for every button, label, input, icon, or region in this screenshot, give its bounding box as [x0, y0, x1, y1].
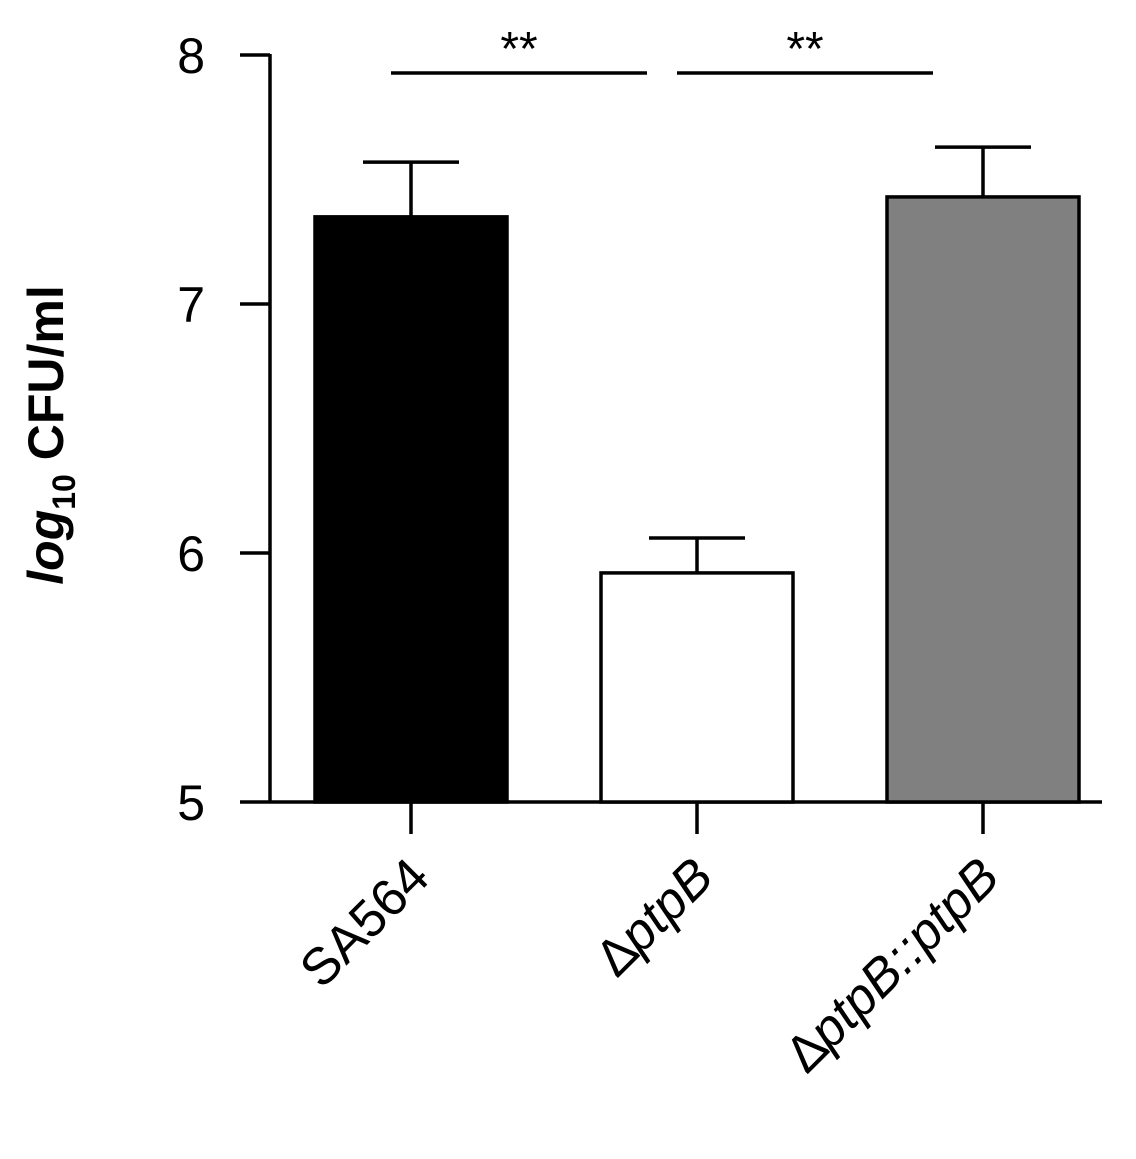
y-tick-label-6: 6	[177, 526, 205, 582]
category-name: ptpB::ptpB	[796, 847, 1010, 1061]
bar-2	[885, 195, 1081, 804]
y-axis-title: log10 CFU/ml	[18, 285, 82, 584]
y-tick-label-8: 8	[177, 28, 205, 84]
category-name: SA564	[289, 847, 440, 998]
y-tick-label-7: 7	[177, 277, 205, 333]
y-tick-label-5: 5	[177, 775, 205, 831]
x-tick-label-0: SA564	[289, 847, 440, 998]
y-label-prefix: log	[18, 510, 74, 585]
significance-label-0: **	[500, 23, 537, 76]
bar-0	[313, 215, 509, 804]
y-label-suffix: CFU/ml	[18, 285, 74, 474]
x-tick-label-1: ∆ptpB	[585, 847, 724, 986]
y-label-subscript: 10	[46, 474, 82, 510]
error-bars	[363, 145, 1031, 573]
x-tick-label-2: ∆ptpB::ptpB	[775, 847, 1010, 1082]
x-tick-labels: SA564 ∆ptpB ∆ptpB::ptpB	[289, 847, 1010, 1082]
bars	[313, 195, 1081, 804]
bar-1	[599, 571, 795, 804]
significance-label-1: **	[786, 23, 823, 76]
y-axis-label: log10 CFU/ml	[18, 285, 82, 584]
significance-markers: ** **	[391, 23, 933, 76]
